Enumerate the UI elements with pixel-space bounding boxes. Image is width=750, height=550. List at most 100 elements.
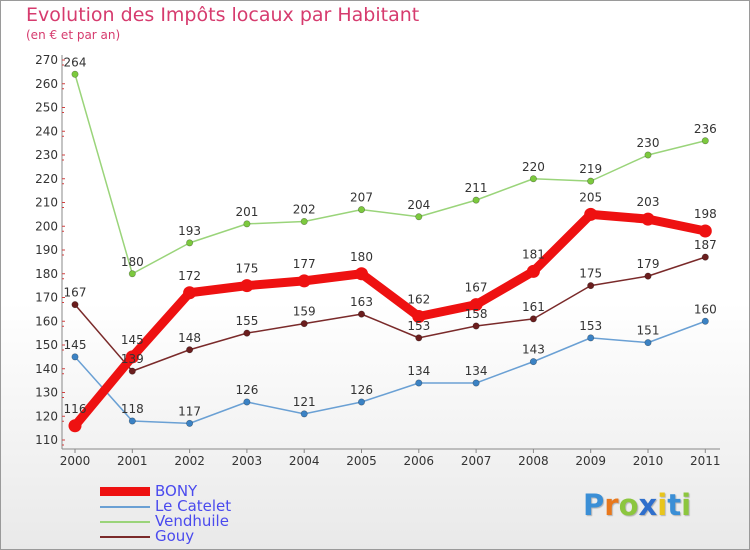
y-tick-label: 270 bbox=[35, 53, 58, 67]
x-tick-label: 2006 bbox=[404, 454, 435, 468]
chart-title: Evolution des Impôts locaux par Habitant bbox=[26, 4, 420, 26]
x-tick-label: 2007 bbox=[461, 454, 492, 468]
x-tick-label: 2009 bbox=[575, 454, 606, 468]
data-label: 167 bbox=[465, 281, 488, 295]
data-point bbox=[472, 322, 480, 330]
data-label: 187 bbox=[694, 238, 717, 252]
y-tick-label: 120 bbox=[35, 409, 58, 423]
data-point bbox=[412, 310, 426, 323]
legend-swatch bbox=[100, 506, 150, 508]
data-point bbox=[186, 346, 194, 354]
y-tick-label: 190 bbox=[35, 243, 58, 257]
data-point bbox=[297, 274, 311, 288]
data-point bbox=[357, 310, 365, 318]
data-point bbox=[300, 410, 308, 418]
y-tick-label: 240 bbox=[35, 124, 58, 138]
y-tick-label: 140 bbox=[35, 362, 58, 376]
series-line-gouy bbox=[74, 256, 707, 372]
y-tick-label: 260 bbox=[35, 77, 58, 91]
data-point bbox=[357, 206, 365, 214]
data-point bbox=[71, 301, 79, 309]
logo-letter: P bbox=[583, 488, 605, 522]
data-label: 134 bbox=[465, 364, 488, 378]
data-point bbox=[698, 224, 712, 238]
data-point bbox=[300, 320, 308, 328]
y-tick-label: 200 bbox=[35, 219, 58, 233]
legend-label: Gouy bbox=[155, 527, 195, 545]
data-label: 180 bbox=[350, 250, 373, 264]
data-label: 121 bbox=[293, 395, 316, 409]
x-tick-label: 2010 bbox=[633, 454, 664, 468]
y-tick-label: 230 bbox=[35, 148, 58, 162]
data-point bbox=[701, 317, 709, 325]
data-point bbox=[125, 350, 139, 364]
x-tick-label: 2005 bbox=[346, 454, 377, 468]
legend-swatch bbox=[100, 487, 150, 496]
data-label: 177 bbox=[293, 257, 316, 271]
data-label: 264 bbox=[64, 55, 87, 69]
data-label: 134 bbox=[407, 364, 430, 378]
x-tick-label: 2000 bbox=[60, 454, 91, 468]
data-label: 219 bbox=[579, 162, 602, 176]
data-point bbox=[243, 220, 251, 228]
data-point bbox=[357, 398, 365, 406]
logo-letter: o bbox=[618, 488, 639, 522]
y-tick-label: 250 bbox=[35, 101, 58, 115]
data-label: 145 bbox=[121, 333, 144, 347]
data-point bbox=[415, 213, 423, 221]
data-point bbox=[587, 177, 595, 185]
data-label: 179 bbox=[637, 257, 660, 271]
x-tick-label: 2003 bbox=[232, 454, 263, 468]
data-point bbox=[644, 272, 652, 280]
data-point bbox=[529, 358, 537, 366]
data-point bbox=[641, 212, 655, 226]
data-label: 139 bbox=[121, 352, 144, 366]
data-point bbox=[587, 282, 595, 290]
x-tick-label: 2002 bbox=[174, 454, 205, 468]
data-label: 145 bbox=[64, 338, 87, 352]
data-point bbox=[644, 151, 652, 159]
data-point bbox=[529, 315, 537, 323]
data-label: 203 bbox=[637, 195, 660, 209]
y-tick-label: 130 bbox=[35, 386, 58, 400]
series-line-le-catelet bbox=[74, 320, 707, 425]
logo-letter: x bbox=[638, 488, 658, 522]
data-point bbox=[526, 264, 540, 278]
data-point bbox=[701, 137, 709, 145]
data-point bbox=[644, 339, 652, 347]
data-point bbox=[415, 334, 423, 342]
logo-letter: i bbox=[657, 488, 668, 522]
series-line-vendhuile bbox=[74, 73, 707, 275]
legend-swatch bbox=[100, 521, 150, 523]
data-point bbox=[472, 379, 480, 387]
legend-label: Le Catelet bbox=[155, 497, 232, 515]
y-tick-label: 180 bbox=[35, 267, 58, 281]
data-label: 126 bbox=[350, 383, 373, 397]
data-label: 153 bbox=[579, 319, 602, 333]
data-point bbox=[587, 334, 595, 342]
data-label: 143 bbox=[522, 343, 545, 357]
data-point bbox=[71, 353, 79, 361]
data-point bbox=[415, 379, 423, 387]
data-label: 180 bbox=[121, 255, 144, 269]
data-label: 175 bbox=[235, 262, 258, 276]
data-label: 159 bbox=[293, 305, 316, 319]
data-label: 204 bbox=[407, 198, 430, 212]
data-point bbox=[243, 398, 251, 406]
data-label: 162 bbox=[407, 293, 430, 307]
data-point bbox=[128, 367, 136, 375]
legend-label: BONY bbox=[155, 482, 198, 500]
y-tick-label: 220 bbox=[35, 172, 58, 186]
data-label: 230 bbox=[637, 136, 660, 150]
data-label: 161 bbox=[522, 300, 545, 314]
data-label: 202 bbox=[293, 203, 316, 217]
data-point bbox=[186, 419, 194, 427]
data-label: 201 bbox=[235, 205, 258, 219]
data-point bbox=[472, 196, 480, 204]
data-label: 175 bbox=[579, 267, 602, 281]
data-label: 181 bbox=[522, 247, 545, 261]
data-label: 117 bbox=[178, 404, 201, 418]
data-label: 118 bbox=[121, 402, 144, 416]
data-label: 163 bbox=[350, 295, 373, 309]
data-label: 151 bbox=[637, 324, 660, 338]
